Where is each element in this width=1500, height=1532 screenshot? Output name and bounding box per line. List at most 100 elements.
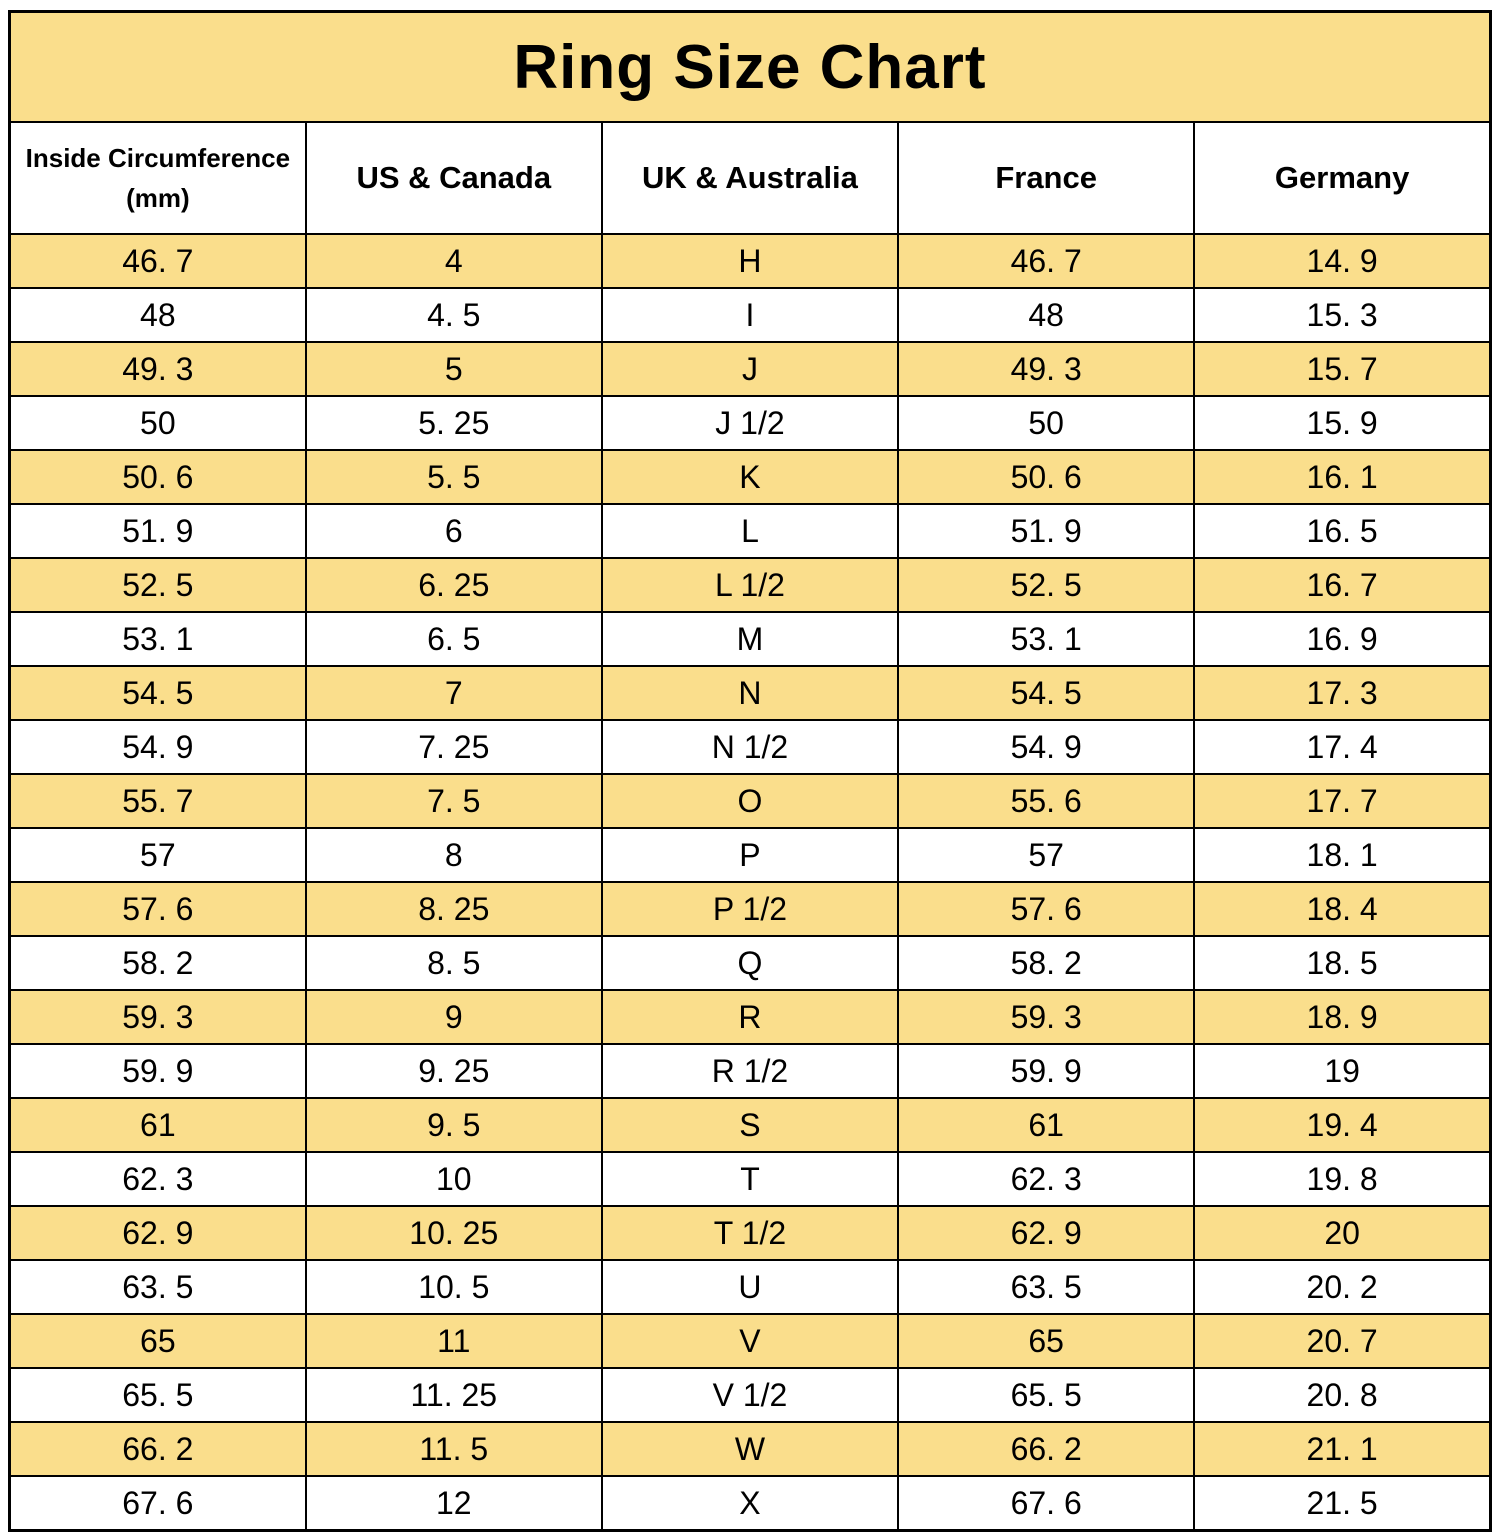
table-cell: 10 (304, 1151, 603, 1207)
table-cell: 20. 8 (1193, 1367, 1492, 1423)
table-cell: P (600, 827, 900, 883)
table-cell: 21. 5 (1193, 1475, 1492, 1532)
table-cell: 53. 1 (897, 611, 1196, 667)
table-cell: 19 (1193, 1043, 1492, 1099)
table-header-row: Inside Circumference (mm) US & Canada UK &… (8, 121, 1492, 235)
table-cell: 57 (897, 827, 1196, 883)
table-cell: 55. 6 (897, 773, 1196, 829)
table-row: 62. 3 10 T 62. 3 19. 8 (8, 1151, 1492, 1207)
table-row: 48 4. 5 I 48 15. 3 (8, 287, 1492, 343)
table-cell: R (600, 989, 900, 1045)
table-cell: 18. 5 (1193, 935, 1492, 991)
table-cell: 65. 5 (897, 1367, 1196, 1423)
table-cell: 8. 25 (304, 881, 603, 937)
table-cell: 18. 1 (1193, 827, 1492, 883)
table-cell: 11. 5 (304, 1421, 603, 1477)
table-cell: 54. 5 (897, 665, 1196, 721)
table-cell: 16. 1 (1193, 449, 1492, 505)
table-cell: 51. 9 (8, 503, 307, 559)
table-cell: 66. 2 (897, 1421, 1196, 1477)
table-row: 57. 6 8. 25 P 1/2 57. 6 18. 4 (8, 881, 1492, 937)
table-cell: 20 (1193, 1205, 1492, 1261)
table-cell: 11 (304, 1313, 603, 1369)
title-cell: Ring Size Chart (8, 10, 1492, 123)
table-cell: 62. 3 (897, 1151, 1196, 1207)
table-row: 65 11 V 65 20. 7 (8, 1313, 1492, 1369)
table-cell: N 1/2 (600, 719, 900, 775)
table-cell: P 1/2 (600, 881, 900, 937)
column-header-2: UK & Australia (600, 121, 900, 235)
table-cell: L 1/2 (600, 557, 900, 613)
table-row: 61 9. 5 S 61 19. 4 (8, 1097, 1492, 1153)
table-row: 46. 7 4 H 46. 7 14. 9 (8, 233, 1492, 289)
table-cell: 59. 3 (8, 989, 307, 1045)
table-row: 59. 3 9 R 59. 3 18. 9 (8, 989, 1492, 1045)
table-cell: J (600, 341, 900, 397)
table-cell: 19. 8 (1193, 1151, 1492, 1207)
table-cell: 18. 4 (1193, 881, 1492, 937)
table-row: 59. 9 9. 25 R 1/2 59. 9 19 (8, 1043, 1492, 1099)
table-cell: 16. 7 (1193, 557, 1492, 613)
table-cell: 67. 6 (8, 1475, 307, 1532)
table-row: 65. 5 11. 25 V 1/2 65. 5 20. 8 (8, 1367, 1492, 1423)
table-cell: 67. 6 (897, 1475, 1196, 1532)
table-cell: 49. 3 (897, 341, 1196, 397)
table-cell: 16. 5 (1193, 503, 1492, 559)
table-cell: 48 (8, 287, 307, 343)
table-row: 54. 5 7 N 54. 5 17. 3 (8, 665, 1492, 721)
table-cell: 65 (897, 1313, 1196, 1369)
column-header-1: US & Canada (304, 121, 603, 235)
table-cell: 62. 3 (8, 1151, 307, 1207)
table-cell: 54. 5 (8, 665, 307, 721)
table-cell: 59. 3 (897, 989, 1196, 1045)
table-row: 67. 6 12 X 67. 6 21. 5 (8, 1475, 1492, 1532)
table-cell: Q (600, 935, 900, 991)
table-cell: N (600, 665, 900, 721)
table-cell: 17. 4 (1193, 719, 1492, 775)
ring-size-chart-page: Ring Size Chart Inside Circumference (mm… (8, 10, 1492, 1532)
table-cell: 5 (304, 341, 603, 397)
table-cell: S (600, 1097, 900, 1153)
table-cell: 58. 2 (897, 935, 1196, 991)
table-row: 55. 7 7. 5 O 55. 6 17. 7 (8, 773, 1492, 829)
table-cell: 50 (8, 395, 307, 451)
table-cell: 46. 7 (897, 233, 1196, 289)
page-title: Ring Size Chart (513, 32, 987, 102)
table-cell: 63. 5 (897, 1259, 1196, 1315)
table-cell: 15. 3 (1193, 287, 1492, 343)
table-cell: 5. 5 (304, 449, 603, 505)
table-cell: 63. 5 (8, 1259, 307, 1315)
table-row: 52. 5 6. 25 L 1/2 52. 5 16. 7 (8, 557, 1492, 613)
table-cell: 65 (8, 1313, 307, 1369)
table-cell: 20. 2 (1193, 1259, 1492, 1315)
table-cell: T 1/2 (600, 1205, 900, 1261)
table-row: 63. 5 10. 5 U 63. 5 20. 2 (8, 1259, 1492, 1315)
table-cell: V 1/2 (600, 1367, 900, 1423)
table-row: 54. 9 7. 25 N 1/2 54. 9 17. 4 (8, 719, 1492, 775)
table-row: 53. 1 6. 5 M 53. 1 16. 9 (8, 611, 1492, 667)
table-cell: 54. 9 (897, 719, 1196, 775)
table-row: 49. 3 5 J 49. 3 15. 7 (8, 341, 1492, 397)
table-cell: 4. 5 (304, 287, 603, 343)
table-cell: 59. 9 (897, 1043, 1196, 1099)
table-cell: K (600, 449, 900, 505)
table-cell: 9 (304, 989, 603, 1045)
table-cell: 57 (8, 827, 307, 883)
table-row: 57 8 P 57 18. 1 (8, 827, 1492, 883)
table-cell: 8 (304, 827, 603, 883)
table-cell: 11. 25 (304, 1367, 603, 1423)
column-header-3: France (897, 121, 1196, 235)
table-cell: 61 (897, 1097, 1196, 1153)
table-row: 50 5. 25 J 1/2 50 15. 9 (8, 395, 1492, 451)
table-cell: 10. 25 (304, 1205, 603, 1261)
column-header-0: Inside Circumference (mm) (8, 121, 307, 235)
table-cell: 12 (304, 1475, 603, 1532)
table-cell: 14. 9 (1193, 233, 1492, 289)
table-cell: 7. 25 (304, 719, 603, 775)
table-cell: 9. 25 (304, 1043, 603, 1099)
table-cell: M (600, 611, 900, 667)
table-cell: 16. 9 (1193, 611, 1492, 667)
table-cell: 57. 6 (897, 881, 1196, 937)
table-cell: 54. 9 (8, 719, 307, 775)
table-row: 58. 2 8. 5 Q 58. 2 18. 5 (8, 935, 1492, 991)
